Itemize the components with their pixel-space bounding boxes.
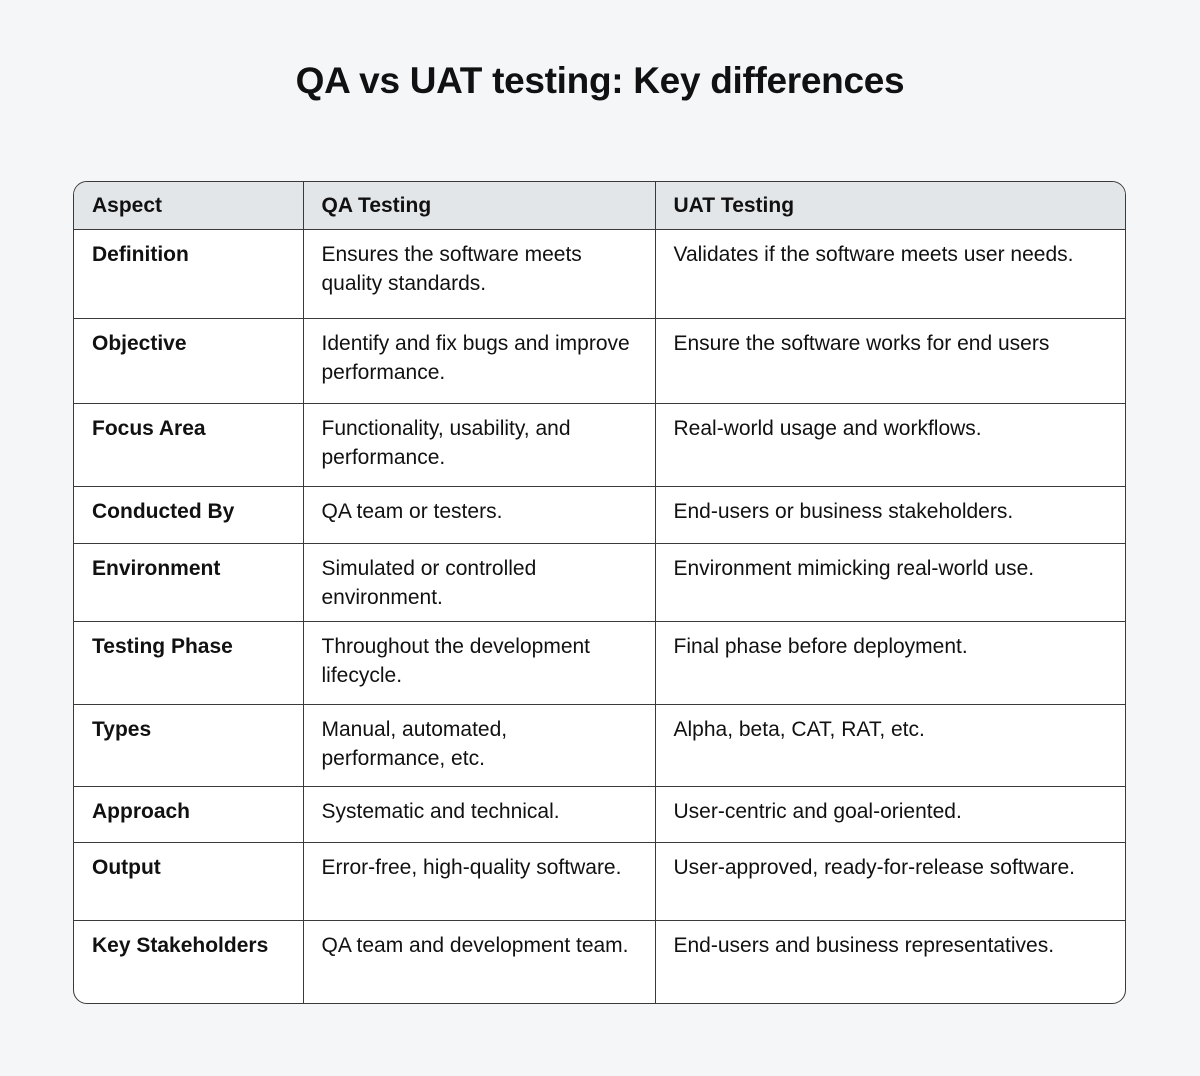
- aspect-cell: Environment: [74, 543, 304, 622]
- qa-cell: QA team and development team.: [303, 920, 656, 1003]
- qa-cell: Ensures the software meets quality stand…: [303, 229, 656, 319]
- aspect-cell: Definition: [74, 229, 304, 319]
- aspect-cell: Types: [74, 704, 304, 787]
- table-row: Conducted By QA team or testers. End-users…: [74, 486, 1125, 544]
- aspect-cell: Objective: [74, 318, 304, 404]
- header-qa-testing: QA Testing: [303, 182, 656, 230]
- qa-cell: QA team or testers.: [303, 486, 656, 544]
- qa-cell: Functionality, usability, and performanc…: [303, 403, 656, 487]
- qa-cell: Throughout the development lifecycle.: [303, 621, 656, 705]
- qa-cell: Error-free, high-quality software.: [303, 842, 656, 921]
- uat-cell: Environment mimicking real-world use.: [655, 543, 1125, 622]
- aspect-cell: Conducted By: [74, 486, 304, 544]
- qa-cell: Identify and fix bugs and improve perfor…: [303, 318, 656, 404]
- aspect-cell: Key Stakeholders: [74, 920, 304, 1003]
- uat-cell: Alpha, beta, CAT, RAT, etc.: [655, 704, 1125, 787]
- page-title: QA vs UAT testing: Key differences: [295, 60, 905, 101]
- table-row: Definition Ensures the software meets qua…: [74, 229, 1125, 319]
- table-row: Key Stakeholders QA team and development …: [74, 920, 1125, 1003]
- table-row: Approach Systematic and technical. User-ce…: [74, 786, 1125, 843]
- qa-cell: Manual, automated, performance, etc.: [303, 704, 656, 787]
- qa-cell: Systematic and technical.: [303, 786, 656, 843]
- uat-cell: User-centric and goal-oriented.: [655, 786, 1125, 843]
- aspect-cell: Approach: [74, 786, 304, 843]
- qa-cell: Simulated or controlled environment.: [303, 543, 656, 622]
- uat-cell: Final phase before deployment.: [655, 621, 1125, 705]
- header-uat-testing: UAT Testing: [655, 182, 1125, 230]
- table-row: Output Error-free, high-quality software.…: [74, 842, 1125, 921]
- table-row: Testing Phase Throughout the development …: [74, 621, 1125, 705]
- aspect-cell: Focus Area: [74, 403, 304, 487]
- uat-cell: User-approved, ready-for-release softwar…: [655, 842, 1125, 921]
- comparison-table: Aspect QA Testing UAT Testing Definition…: [73, 181, 1126, 1004]
- uat-cell: Real-world usage and workflows.: [655, 403, 1125, 487]
- uat-cell: Validates if the software meets user nee…: [655, 229, 1125, 319]
- header-aspect: Aspect: [74, 182, 304, 230]
- table-header-row: Aspect QA Testing UAT Testing: [74, 182, 1125, 230]
- uat-cell: End-users and business representatives.: [673, 934, 1055, 957]
- table-row: Objective Identify and fix bugs and impro…: [74, 318, 1125, 404]
- table-row: Environment Simulated or controlled envir…: [74, 543, 1125, 622]
- uat-cell: End-users or business stakeholders.: [655, 486, 1125, 544]
- table-row: Focus Area Functionality, usability, and …: [74, 403, 1125, 487]
- uat-cell: Ensure the software works for end users: [655, 318, 1125, 404]
- aspect-cell: Output: [74, 842, 304, 921]
- table-row: Types Manual, automated, performance, etc…: [74, 704, 1125, 787]
- aspect-cell: Testing Phase: [74, 621, 304, 705]
